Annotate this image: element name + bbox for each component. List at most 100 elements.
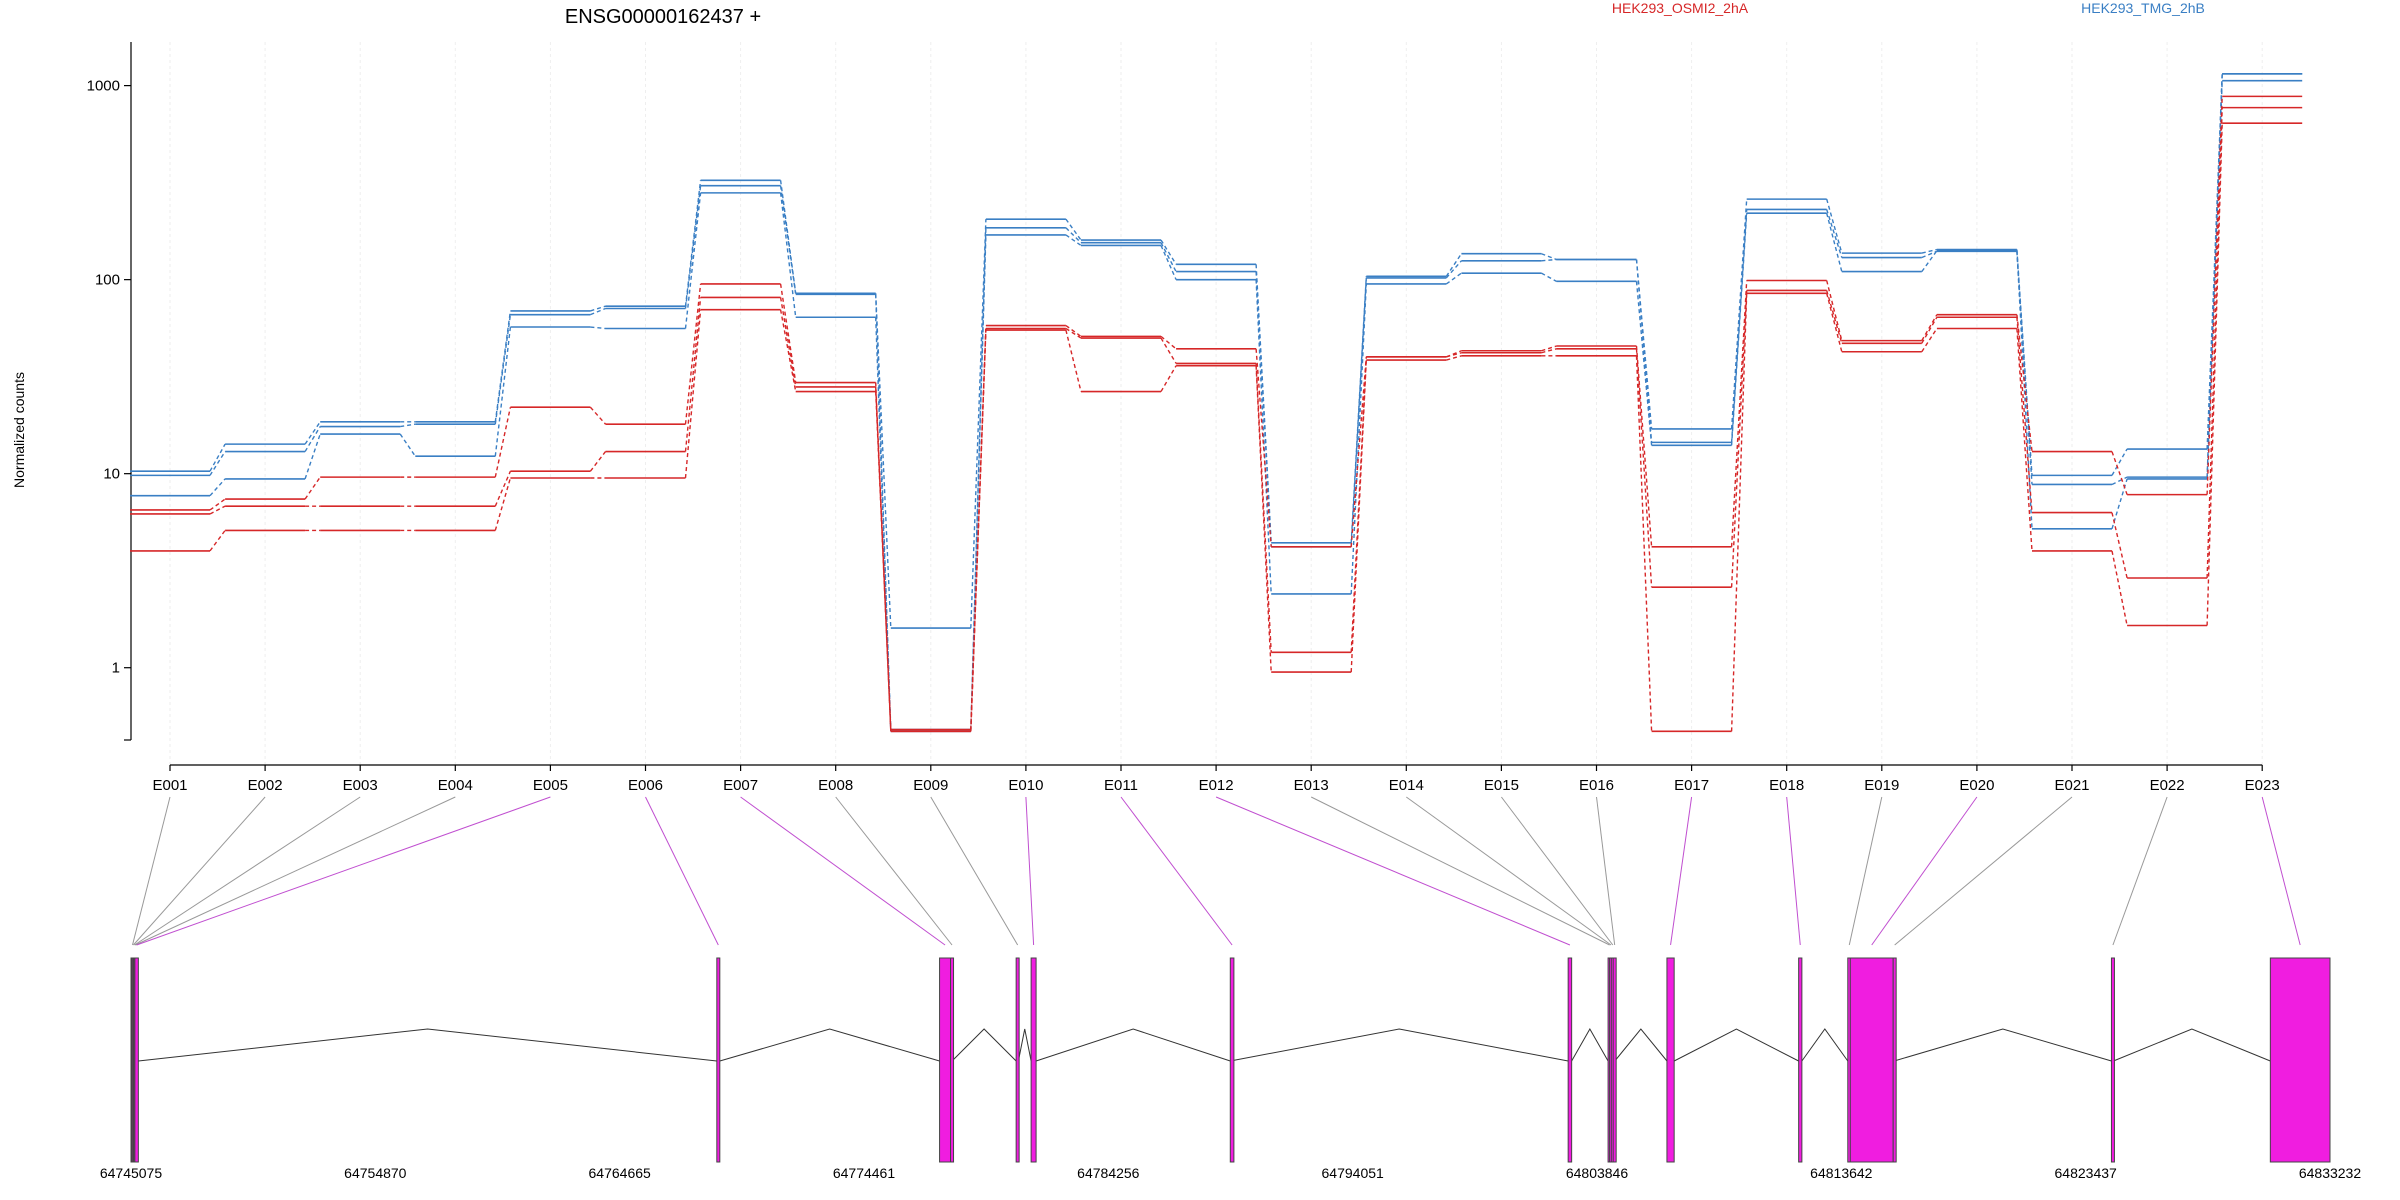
series-transition: [684, 309, 702, 479]
connector-E005: [136, 796, 551, 946]
exon-E021: [1892, 957, 1897, 1163]
connector-E014: [1406, 796, 1612, 946]
series-transition: [1350, 360, 1367, 673]
series-transition: [779, 309, 797, 392]
exon-E018: [1798, 957, 1803, 1163]
x-tick-label-E007: E007: [723, 777, 758, 794]
intron: [1035, 1028, 1231, 1062]
x-tick-label-E011: E011: [1104, 777, 1138, 794]
series-transition: [2206, 80, 2223, 479]
x-tick-label-E021: E021: [2054, 777, 2089, 794]
coord-label: 64784256: [1077, 1165, 1140, 1181]
series-transition: [2016, 314, 2033, 452]
connector-E015: [1501, 796, 1614, 946]
series-transition: [1730, 213, 1748, 446]
series-transition: [2206, 123, 2223, 626]
coord-label: 64794051: [1322, 1165, 1385, 1181]
connector-E003: [134, 796, 361, 946]
series-transition: [2111, 550, 2128, 626]
y-tick-label: 10: [103, 466, 120, 483]
x-tick-label-E019: E019: [1864, 777, 1899, 794]
series-transition: [2111, 512, 2128, 579]
coord-label: 64823437: [2055, 1165, 2118, 1181]
series-transition: [1350, 356, 1367, 547]
x-tick-label-E009: E009: [913, 777, 948, 794]
connector-E021: [1894, 796, 2073, 946]
series-transition: [1065, 218, 1082, 241]
x-tick-label-E015: E015: [1484, 777, 1519, 794]
y-axis-label: Normalized counts: [11, 372, 27, 488]
exon-E009: [1015, 957, 1020, 1163]
series-transition: [1160, 365, 1177, 392]
x-tick-label-E012: E012: [1199, 777, 1234, 794]
series-transition: [400, 423, 416, 428]
series-transition: [684, 283, 702, 425]
series-transition: [2111, 448, 2128, 476]
series-transition: [590, 305, 606, 312]
x-tick-label-E017: E017: [1674, 777, 1709, 794]
connector-E002: [132, 796, 266, 946]
series-transition: [1065, 324, 1082, 337]
series-transition: [779, 283, 797, 383]
x-tick-label-E002: E002: [248, 777, 283, 794]
series-transition: [779, 297, 797, 388]
x-axis: E001 E002 E003 E004 E005 E006 E007 E008 E009 E010…: [152, 764, 2280, 794]
series-transition: [2016, 328, 2033, 551]
series-transition: [1730, 199, 1748, 430]
series-transition: [2016, 250, 2033, 529]
x-tick-label-E016: E016: [1579, 777, 1614, 794]
exon-E012: [1567, 957, 1573, 1163]
series-transition: [970, 219, 987, 629]
connector-E020: [1871, 796, 1978, 946]
gene-model: [130, 957, 2331, 1163]
series-transition: [1635, 348, 1653, 588]
exon-connectors: [132, 796, 2301, 946]
connector-E006: [645, 796, 719, 946]
series-transition: [494, 326, 512, 457]
legend-tmg: HEK293_TMG_2hB: [2081, 0, 2205, 16]
series-transition: [1255, 348, 1272, 547]
series-transition: [1255, 365, 1272, 673]
series-lines: [130, 73, 2303, 733]
series-transition: [1921, 250, 1938, 273]
series-transition: [684, 297, 702, 452]
x-tick-label-E004: E004: [438, 777, 473, 794]
connector-E008: [835, 796, 953, 946]
series-transition: [209, 478, 226, 497]
chart-title: ENSG00000162437 +: [565, 6, 761, 28]
connector-E012: [1215, 796, 1571, 946]
coord-label: 64813642: [1810, 1165, 1873, 1181]
connector-E013: [1310, 796, 1610, 946]
y-tick-label: 100: [95, 272, 120, 289]
series-transition: [970, 329, 987, 732]
exon-E020: [1849, 957, 1894, 1163]
series-transition: [494, 310, 512, 422]
intron: [951, 1028, 1017, 1062]
x-tick-label-E020: E020: [1959, 777, 1994, 794]
series-transition: [399, 433, 416, 457]
series-transition: [1635, 345, 1653, 547]
coord-label: 64774461: [833, 1165, 896, 1181]
connector-E004: [135, 796, 456, 946]
connector-E007: [740, 796, 946, 946]
exon-E006: [716, 957, 721, 1163]
exon-E023: [2269, 957, 2331, 1163]
series-transition: [209, 498, 226, 511]
series-transition: [1065, 234, 1082, 247]
series-transition: [1160, 337, 1177, 364]
coord-label: 64745075: [100, 1165, 163, 1181]
x-tick-label-E001: E001: [152, 777, 187, 794]
intron: [1894, 1028, 2112, 1062]
connector-E010: [1025, 796, 1035, 946]
x-tick-label-E003: E003: [343, 777, 378, 794]
series-transition: [1730, 290, 1748, 588]
coord-label: 64764665: [589, 1165, 652, 1181]
series-transition: [1445, 253, 1462, 277]
intron: [1673, 1028, 1799, 1062]
series-transition: [589, 406, 607, 425]
legend-osmi2: HEK293_OSMI2_2hA: [1612, 0, 1749, 16]
series-transition: [779, 185, 797, 295]
y-tick-label: 1000: [87, 78, 120, 95]
coord-label: 64754870: [344, 1165, 407, 1181]
exon-E011: [1229, 957, 1235, 1163]
